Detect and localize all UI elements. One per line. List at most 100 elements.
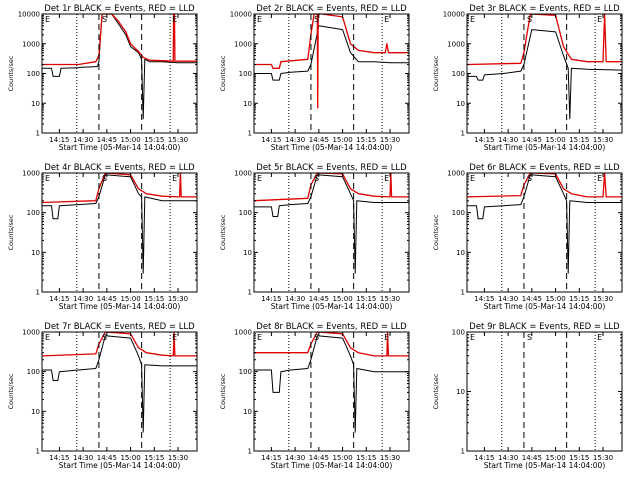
panel-title: Det 5r BLACK = Events, RED = LLD <box>256 163 407 173</box>
event-marker-label: E <box>597 174 602 183</box>
x-axis-label: Start Time (05-Mar-14 14:04:00) <box>271 302 393 311</box>
y-tick-label: 100 <box>27 209 40 217</box>
y-axis-label: Counts/sec <box>7 55 15 91</box>
x-tick-label: 14:30 <box>498 454 518 462</box>
event-marker-label: E <box>45 15 50 24</box>
x-tick-label: 14:15 <box>474 454 494 462</box>
y-tick-label: 1000 <box>447 40 465 48</box>
panel-title: Det 4r BLACK = Events, RED = LLD <box>44 163 195 173</box>
y-tick-label: 10 <box>31 249 40 257</box>
detector-panel: Det 4r BLACK = Events, RED = LLD 1000 100 1… <box>7 163 198 311</box>
x-axis-label: Start Time (05-Mar-14 14:04:00) <box>59 143 181 152</box>
events-series-line <box>254 174 409 274</box>
x-tick-label: 15:15 <box>144 454 164 462</box>
y-tick-label: 10000 <box>18 11 40 19</box>
y-tick-label: 1000 <box>234 40 252 48</box>
event-marker-label: E <box>257 15 262 24</box>
y-tick-label: 100 <box>239 70 252 78</box>
y-tick-label: 1 <box>36 448 40 456</box>
event-marker-label: E <box>470 174 475 183</box>
x-tick-label: 15:30 <box>168 136 188 144</box>
y-tick-label: 1000 <box>22 40 40 48</box>
panel-title: Det 6r BLACK = Events, RED = LLD <box>469 163 620 173</box>
plot-frame <box>253 172 410 293</box>
x-tick-label: 15:00 <box>545 454 565 462</box>
x-tick-label: 15:00 <box>120 295 140 303</box>
y-tick-label: 1000 <box>447 170 465 178</box>
detector-panel: Det 7r BLACK = Events, RED = LLD 1000 100 1… <box>7 322 198 470</box>
event-marker-label: S <box>314 333 319 342</box>
x-tick-label: 14:30 <box>73 136 93 144</box>
event-marker-label: E <box>384 15 389 24</box>
x-tick-label: 14:45 <box>97 454 117 462</box>
y-axis-label: Counts/sec <box>432 55 440 91</box>
plot-frame <box>41 331 198 452</box>
x-tick-label: 14:15 <box>474 295 494 303</box>
y-tick-label: 10000 <box>443 11 465 19</box>
x-axis-label: Start Time (05-Mar-14 14:04:00) <box>271 143 393 152</box>
x-tick-label: 14:30 <box>285 136 305 144</box>
events-series-line <box>467 29 623 120</box>
event-marker-label: E <box>45 333 50 342</box>
x-tick-label: 15:00 <box>120 136 140 144</box>
panel-title: Det 2r BLACK = Events, RED = LLD <box>256 4 407 14</box>
x-tick-label: 14:45 <box>309 454 329 462</box>
x-tick-label: 14:45 <box>522 295 542 303</box>
x-tick-label: 15:30 <box>380 295 400 303</box>
x-tick-label: 15:00 <box>332 295 352 303</box>
x-tick-label: 15:15 <box>356 454 376 462</box>
x-tick-label: 14:30 <box>498 136 518 144</box>
x-tick-label: 14:15 <box>474 136 494 144</box>
y-axis-label: Counts/sec <box>219 373 227 409</box>
x-tick-label: 14:15 <box>49 136 69 144</box>
x-tick-label: 14:15 <box>261 136 281 144</box>
detector-panel: Det 1r BLACK = Events, RED = LLD 10000 100… <box>7 4 198 152</box>
x-tick-label: 15:15 <box>569 454 589 462</box>
x-tick-label: 14:45 <box>522 136 542 144</box>
x-tick-label: 15:30 <box>593 136 613 144</box>
lld-series-line <box>254 331 409 357</box>
x-tick-label: 14:45 <box>97 136 117 144</box>
x-tick-label: 15:30 <box>593 454 613 462</box>
plot-frame <box>466 172 623 293</box>
event-marker-label: S <box>102 174 107 183</box>
y-tick-label: 10 <box>456 388 465 396</box>
plot-frame <box>253 331 410 452</box>
y-tick-label: 10 <box>243 100 252 108</box>
event-marker-label: S <box>102 15 107 24</box>
x-tick-label: 15:30 <box>380 454 400 462</box>
y-tick-label: 1 <box>461 130 465 138</box>
event-marker-label: E <box>257 333 262 342</box>
y-tick-label: 1000 <box>22 329 40 337</box>
x-tick-label: 15:00 <box>120 454 140 462</box>
y-tick-label: 100 <box>239 209 252 217</box>
y-tick-label: 1000 <box>234 329 252 337</box>
x-tick-label: 14:45 <box>309 295 329 303</box>
events-series-line <box>467 174 622 274</box>
detector-panel: Det 5r BLACK = Events, RED = LLD 1000 100 1… <box>219 163 410 311</box>
plot-frame <box>466 331 623 452</box>
lld-series-line <box>253 172 409 202</box>
lld-series-line <box>41 172 197 204</box>
y-tick-label: 100 <box>27 70 40 78</box>
event-marker-label: S <box>527 333 532 342</box>
y-tick-label: 1 <box>248 448 252 456</box>
x-tick-label: 14:30 <box>498 295 518 303</box>
lld-series-line <box>466 13 622 66</box>
lld-series-line <box>466 172 622 198</box>
event-marker-label: S <box>314 174 319 183</box>
event-marker-label: E <box>470 333 475 342</box>
x-tick-label: 14:15 <box>49 454 69 462</box>
x-tick-label: 15:30 <box>380 136 400 144</box>
y-tick-label: 1000 <box>22 170 40 178</box>
detector-panel: Det 2r BLACK = Events, RED = LLD 10000 100… <box>219 4 410 152</box>
event-marker-label: E <box>597 15 602 24</box>
panel-title: Det 3r BLACK = Events, RED = LLD <box>469 4 620 14</box>
x-axis-label: Start Time (05-Mar-14 14:04:00) <box>484 143 606 152</box>
event-marker-label: S <box>527 174 532 183</box>
lld-series-line <box>254 13 409 109</box>
y-tick-label: 10 <box>243 408 252 416</box>
y-tick-label: 100 <box>27 368 40 376</box>
y-axis-label: Counts/sec <box>432 373 440 409</box>
y-tick-label: 1 <box>248 130 252 138</box>
